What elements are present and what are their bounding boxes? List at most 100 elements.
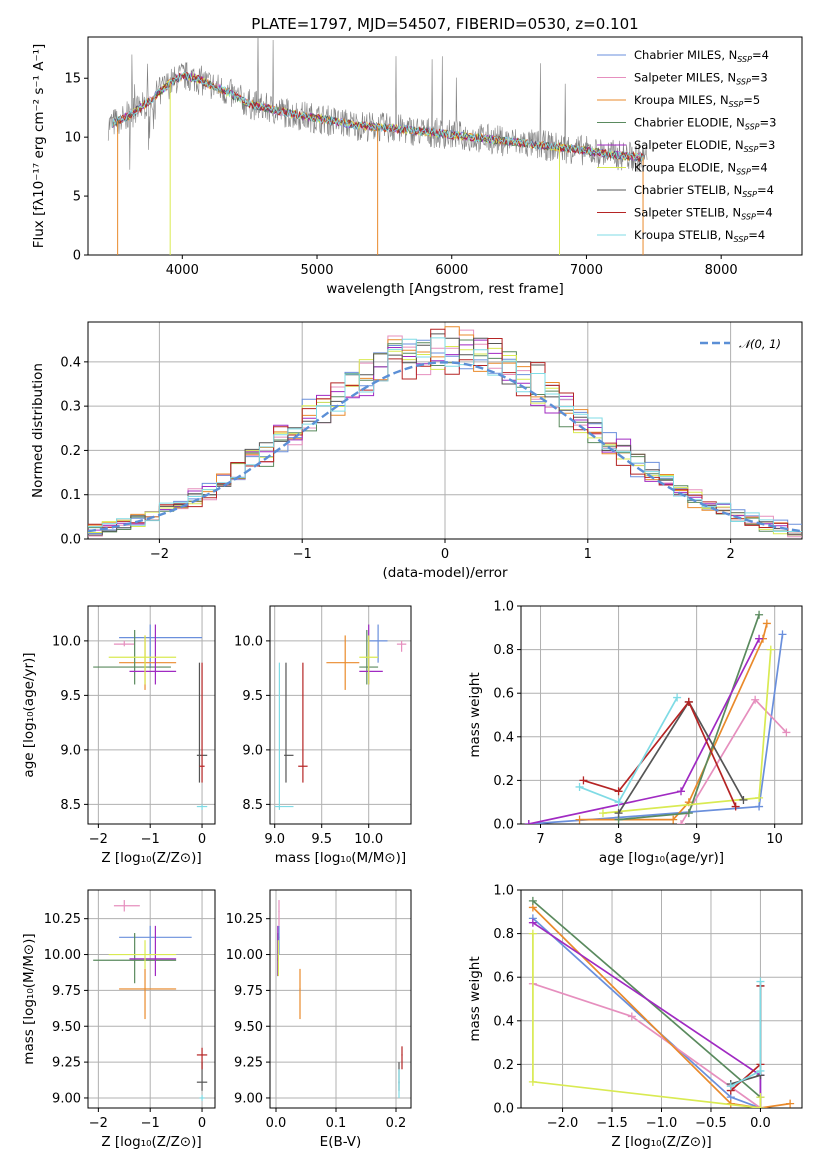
legend-entry-label: Chabrier ELODIE, N	[634, 116, 745, 130]
series-salpeter-miles	[677, 695, 791, 824]
legend-entry-count: =4	[757, 183, 774, 197]
mass-vs-extinction-panel: 0.0 0.1 0.2 9.00 9.25 9.50 9.75 10.00 10.25 E(B-V…	[226, 889, 412, 1150]
y-tick-label: 5	[73, 190, 81, 205]
age-vs-metallicity-panel: −2 −1 0 8.5 9.0 9.5 10.0 Z [log₁₀(Z/Z⊙)] age [lo…	[21, 605, 216, 866]
x-tick-label: 0	[441, 547, 449, 562]
data-point-salpeter-stelib	[199, 662, 205, 783]
legend-entry-count: =4	[752, 48, 769, 62]
legend-entry-count: =4	[751, 161, 768, 175]
data-point-chabrier-miles	[368, 624, 388, 663]
y-axis-label: Flux [fλ10⁻¹⁷ erg cm⁻² s⁻¹ A⁻¹]	[31, 44, 47, 249]
legend-entry: Salpeter MILES, NSSP=3	[634, 71, 768, 87]
y-tick-label: 0.4	[60, 355, 81, 370]
x-tick-label: 0.2	[386, 1116, 407, 1131]
data-point-kroupa-stelib	[274, 662, 294, 810]
series-marker	[756, 1104, 765, 1108]
y-tick-label: 0.2	[493, 1058, 514, 1073]
series-marker	[614, 787, 623, 796]
data-point-kroupa-stelib	[398, 1069, 400, 1098]
legend-entry-label: Kroupa STELIB, N	[634, 228, 734, 242]
series-marker	[528, 918, 537, 927]
series-marker	[669, 815, 678, 824]
x-tick-label: 9	[692, 832, 700, 847]
mass-vs-metallicity-panel: −2 −1 0 9.00 9.25 9.50 9.75 10.00 10.25 Z [log₁₀(…	[21, 889, 216, 1150]
legend-entry-count: =5	[743, 93, 760, 107]
y-axis-label: Normed distribution	[30, 363, 46, 498]
data-point-chabrier-miles	[119, 624, 203, 669]
data-point-salpeter-elodie	[129, 925, 177, 977]
x-tick-label: 1	[584, 547, 592, 562]
y-tick-label: 9.00	[52, 1091, 81, 1106]
y-tick-label: 0	[73, 249, 81, 264]
y-tick-label: 10.00	[44, 948, 81, 963]
y-tick-label: 9.25	[234, 1056, 263, 1071]
legend-entry-label: Salpeter MILES, N	[634, 71, 736, 85]
series-marker	[575, 782, 584, 791]
legend-entry-count: =3	[751, 71, 768, 85]
y-tick-label: 15	[64, 72, 81, 87]
legend-entry-count: =3	[758, 138, 775, 152]
x-tick-label: 9.0	[264, 832, 285, 847]
series-marker	[684, 809, 693, 818]
legend-entry-subscript: SSP	[734, 235, 749, 244]
data-point-kroupa-miles	[326, 635, 360, 690]
data-point-kroupa-miles	[119, 968, 177, 1020]
series-marker	[786, 1099, 795, 1108]
data-point-salpeter-elodie	[359, 624, 383, 685]
series-marker	[528, 896, 537, 905]
series-line	[532, 921, 762, 1108]
y-tick-label: 9.00	[234, 1091, 263, 1106]
x-axis-label: age [log₁₀(age/yr)]	[599, 850, 724, 866]
data-point-kroupa-miles	[299, 968, 301, 1020]
x-tick-label: −2.0	[547, 1116, 579, 1131]
series-kroupa-miles	[575, 619, 771, 824]
x-axis-label: mass [log₁₀(M/M⊙)]	[275, 850, 406, 866]
x-axis-label: Z [log₁₀(Z/Z⊙)]	[101, 1134, 201, 1150]
x-tick-label: −2	[150, 547, 169, 562]
series-marker	[684, 697, 693, 706]
y-axis-label: age [log₁₀(age/yr)]	[21, 652, 37, 777]
x-tick-label: 0.0	[750, 1116, 771, 1131]
axes-frame	[520, 889, 803, 1109]
series-marker	[755, 802, 764, 811]
series-marker	[731, 802, 740, 811]
y-tick-label: 10.0	[234, 634, 263, 649]
x-tick-label: 10.0	[354, 832, 383, 847]
series-marker	[751, 695, 760, 704]
data-point-kroupa-stelib	[199, 1095, 205, 1101]
y-tick-label: 9.5	[242, 689, 263, 704]
x-tick-label: 0	[198, 832, 206, 847]
legend-entry-label: Kroupa ELODIE, N	[634, 161, 736, 175]
series-line	[532, 900, 762, 1108]
series-marker	[778, 630, 787, 639]
legend-entry-subscript: SSP	[736, 78, 751, 87]
series-kroupa-stelib	[726, 977, 765, 1091]
axes-frame	[87, 605, 216, 825]
x-tick-label: −1	[141, 1116, 160, 1131]
y-tick-label: 9.50	[234, 1020, 263, 1035]
legend-entry-label: Chabrier STELIB, N	[634, 183, 742, 197]
x-tick-label: −2	[89, 1116, 108, 1131]
series-marker	[575, 815, 584, 824]
y-tick-label: 1.0	[493, 884, 514, 899]
data-point-salpeter-stelib	[298, 662, 308, 783]
series-chabrier-elodie	[528, 896, 765, 1108]
y-axis-label: mass weight	[467, 672, 483, 757]
y-tick-label: 10.25	[44, 912, 81, 927]
series-marker	[627, 1012, 636, 1021]
legend-entry-label: Salpeter ELODIE, N	[634, 138, 744, 152]
y-tick-label: 9.50	[52, 1020, 81, 1035]
series-marker	[614, 809, 623, 818]
y-tick-label: 0.0	[493, 1102, 514, 1117]
axes-frame	[269, 605, 412, 825]
x-tick-label: 5000	[300, 263, 333, 278]
legend-entry-label: Chabrier MILES, N	[634, 48, 737, 62]
data-point-kroupa-elodie	[277, 940, 279, 977]
data-point-salpeter-elodie	[129, 624, 177, 685]
weight-vs-metallicity-panel: −2.0 −1.5 −1.0 −0.5 0.0 0.0 0.2 0.4 0.6 0.8 1.0 Z […	[467, 884, 803, 1150]
axes-frame	[87, 321, 803, 540]
legend-entry-subscript: SSP	[744, 145, 759, 154]
legend-entry: Kroupa STELIB, NSSP=4	[634, 228, 765, 244]
legend-entry-subscript: SSP	[729, 100, 744, 109]
